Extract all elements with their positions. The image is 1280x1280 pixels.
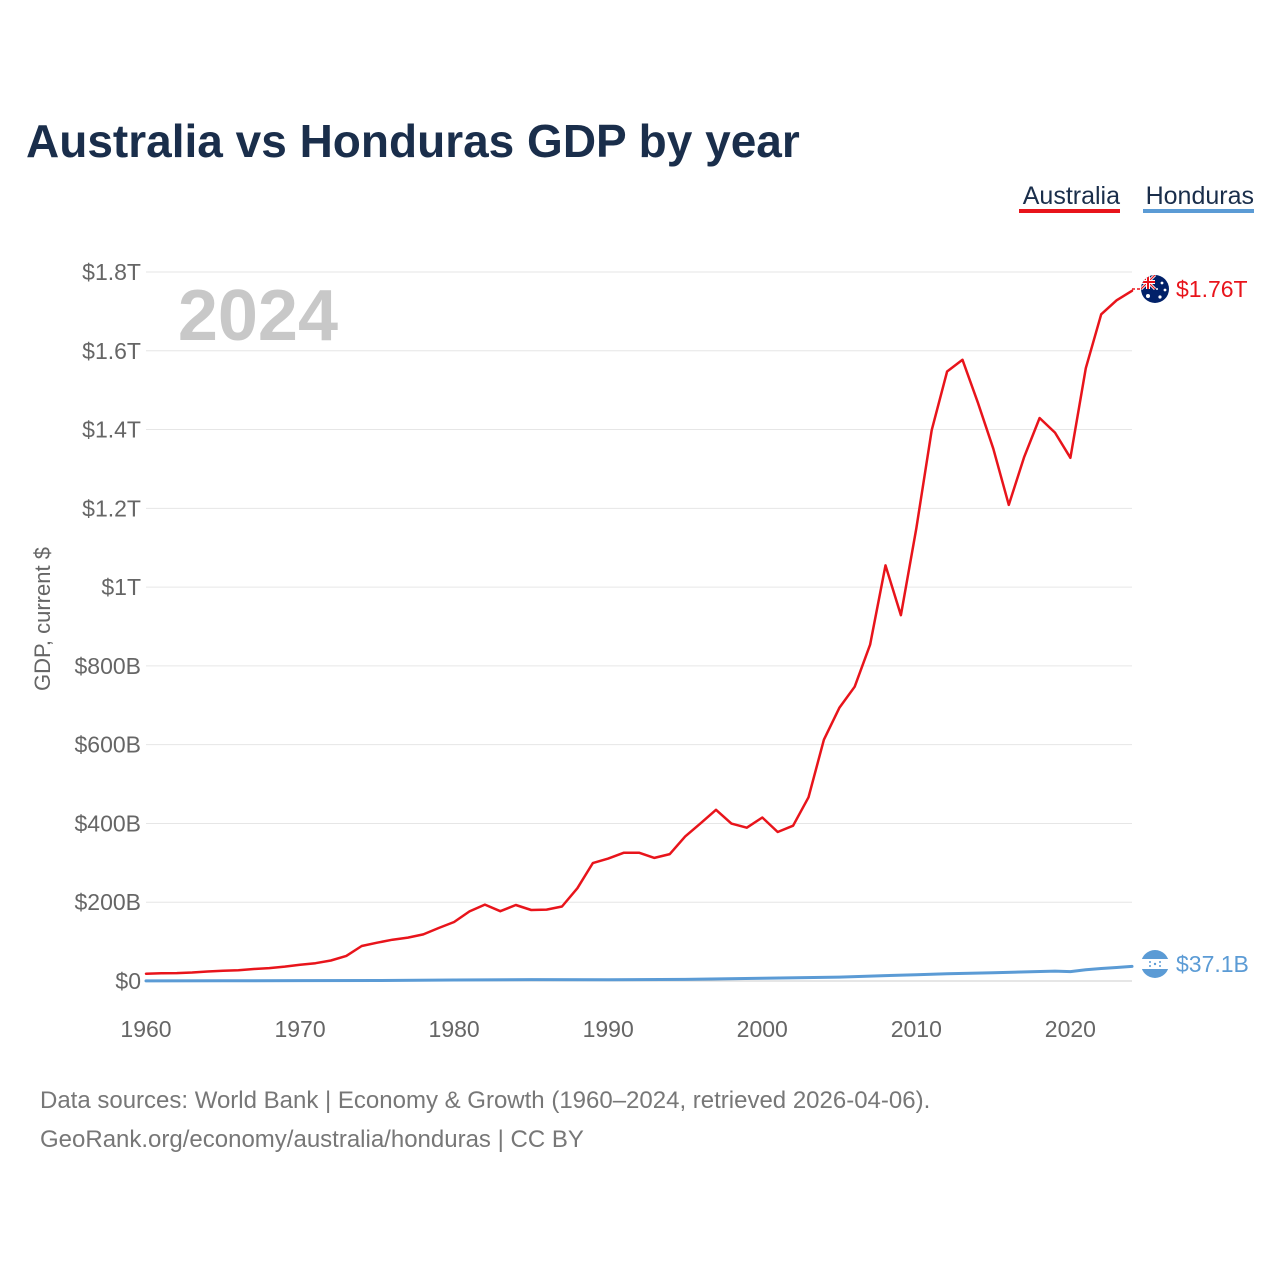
y-tick-label: $400B [74, 810, 141, 836]
y-tick-label: $1.8T [82, 259, 141, 285]
honduras-end-marker: $37.1B [1141, 950, 1249, 978]
series-lines [144, 289, 1134, 983]
y-axis: $0 $200B $400B $600B $800B $1T $1.2T $1.4T $1.6T… [74, 259, 141, 994]
x-tick-label: 1990 [583, 1016, 634, 1042]
chart-title: Australia vs Honduras GDP by year [26, 115, 800, 167]
y-axis-label: GDP, current $ [30, 547, 55, 691]
x-tick-label: 1970 [274, 1016, 325, 1042]
y-tick-label: $600B [74, 732, 141, 758]
y-tick-label: $1.2T [82, 495, 141, 521]
year-watermark: 2024 [178, 276, 338, 356]
y-tick-label: $1.4T [82, 417, 141, 443]
y-tick-label: $1.6T [82, 338, 141, 364]
x-tick-label: 1960 [120, 1016, 171, 1042]
legend-label-australia[interactable]: Australia [1023, 182, 1120, 210]
legend-swatch-australia [1019, 209, 1120, 213]
y-tick-label: $1T [101, 574, 141, 600]
grid [146, 271, 1132, 982]
x-tick-label: 2000 [737, 1016, 788, 1042]
y-tick-label: $800B [74, 653, 141, 679]
honduras-flag-icon [1141, 950, 1169, 978]
x-tick-label: 1980 [429, 1016, 480, 1042]
legend: Australia Honduras [1019, 182, 1254, 213]
series-line-honduras [144, 964, 1134, 983]
x-tick-label: 2010 [891, 1016, 942, 1042]
legend-label-honduras[interactable]: Honduras [1146, 182, 1254, 210]
y-tick-label: $200B [74, 889, 141, 915]
source-line-1: Data sources: World Bank | Economy & Gro… [40, 1087, 930, 1114]
australia-flag-icon [1141, 275, 1169, 303]
australia-end-label: $1.76T [1176, 276, 1248, 302]
x-tick-label: 2020 [1045, 1016, 1096, 1042]
legend-swatch-honduras [1143, 209, 1254, 213]
australia-end-marker: $1.76T [1132, 275, 1248, 303]
source-line-2[interactable]: GeoRank.org/economy/australia/honduras |… [40, 1126, 584, 1153]
series-line-australia [144, 289, 1134, 975]
y-tick-label: $0 [115, 968, 141, 994]
x-axis: 1960 1970 1980 1990 2000 2010 2020 [120, 1016, 1096, 1042]
honduras-end-label: $37.1B [1176, 951, 1249, 977]
